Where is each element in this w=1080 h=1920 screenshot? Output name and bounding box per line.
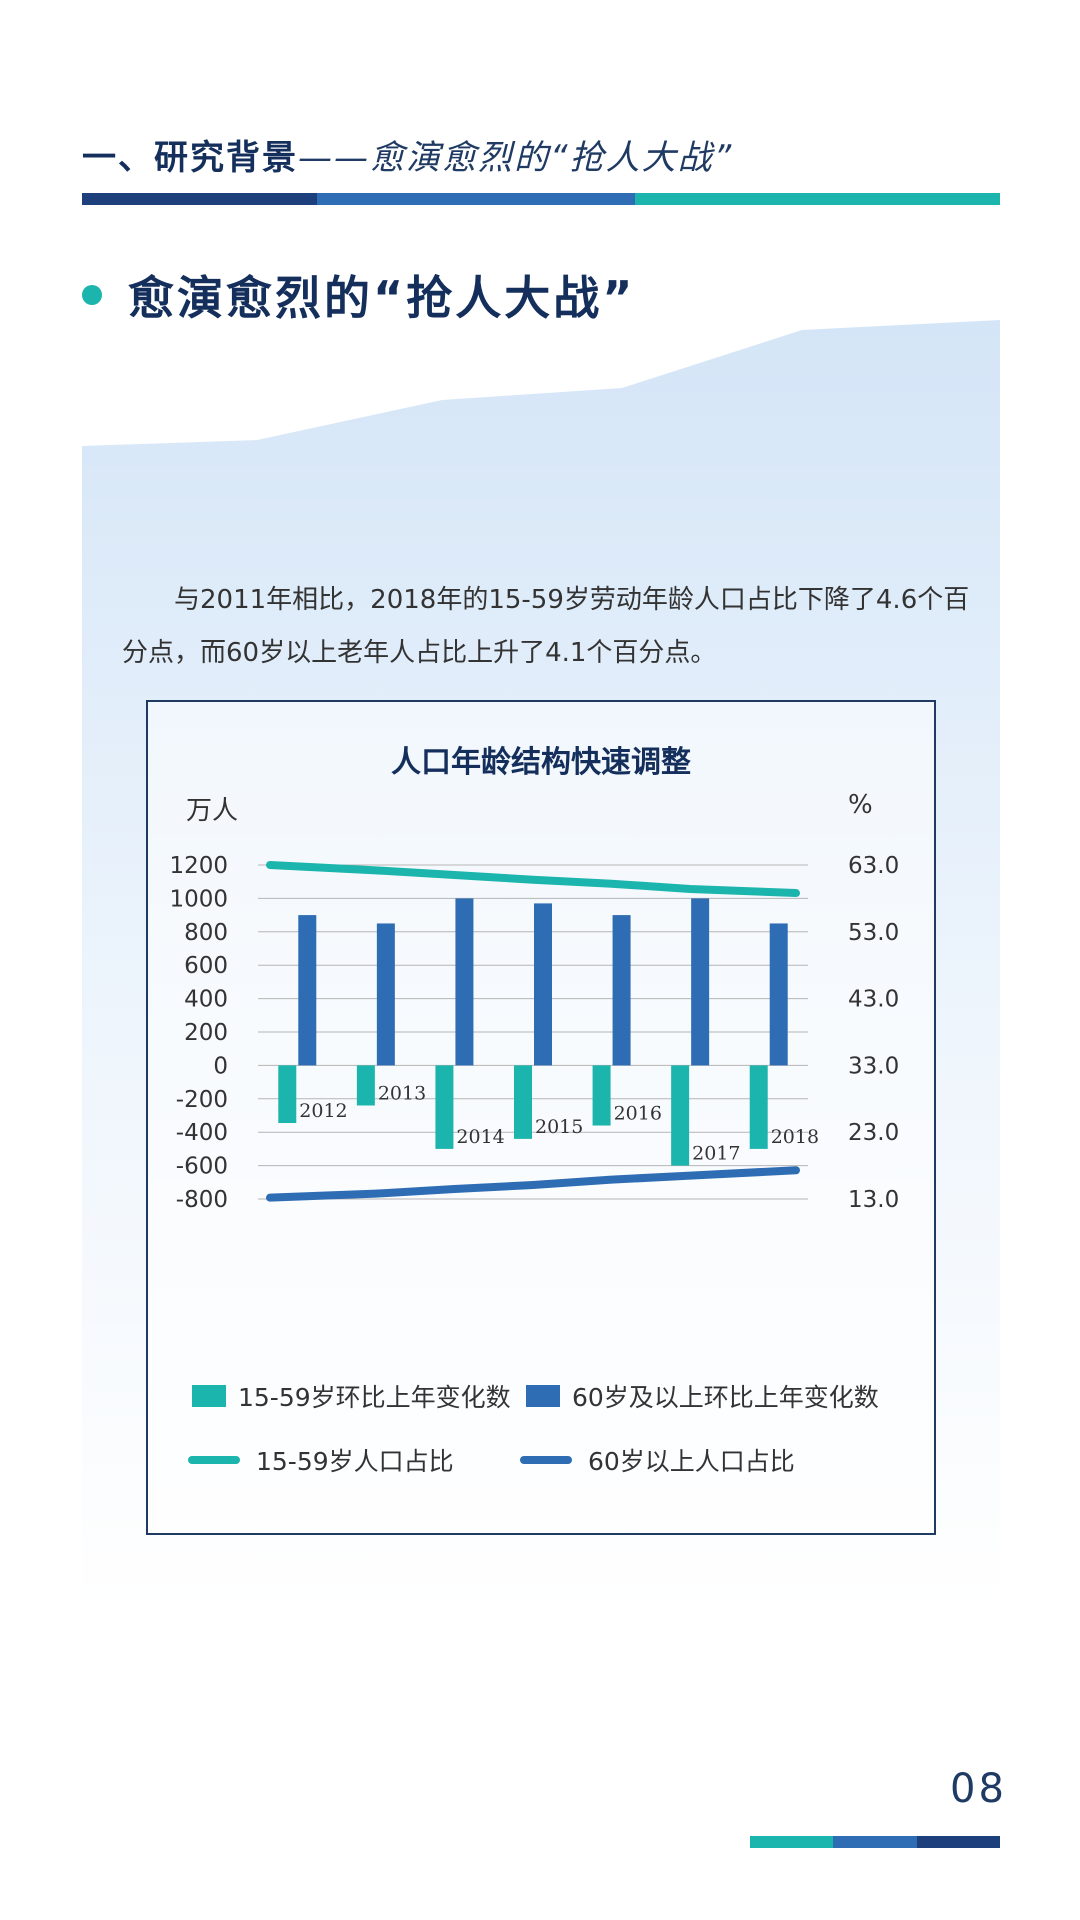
bar-60plus (298, 915, 317, 1066)
left-tick-label: -800 (176, 1187, 228, 1213)
left-tick-label: -200 (176, 1087, 228, 1113)
bar-15-59 (278, 1065, 297, 1124)
footer-color-strip (750, 1836, 1000, 1848)
left-tick-label: -400 (176, 1120, 228, 1146)
chart-title: 人口年龄结构快速调整 (391, 745, 691, 780)
category-label: 2018 (771, 1126, 819, 1148)
right-tick-label: 33.0 (848, 1053, 899, 1079)
right-axis-unit: % (848, 790, 873, 820)
category-label: 2013 (378, 1082, 426, 1104)
line-60plus (266, 1166, 800, 1202)
header-subtitle: ——愈演愈烈的“抢人大战” (298, 138, 734, 178)
legend-label: 15-59岁人口占比 (256, 1447, 454, 1476)
legend-swatch-blue-line (520, 1456, 572, 1464)
legend-swatch-blue-bar (526, 1385, 560, 1407)
category-label: 2014 (456, 1126, 504, 1148)
bar-60plus (534, 903, 552, 1066)
strip-blue (317, 193, 636, 205)
legend-item-bar-60plus: 60岁及以上环比上年变化数 (526, 1378, 879, 1414)
footer-strip-blue (833, 1836, 917, 1848)
left-tick-label: 600 (184, 953, 228, 979)
left-tick-label: 400 (184, 987, 228, 1013)
bar-60plus (691, 898, 710, 1066)
bar-60plus (376, 923, 395, 1066)
section-title: 愈演愈烈的“抢人大战” (82, 262, 635, 328)
bullet-dot-icon (82, 285, 102, 305)
legend-label: 15-59岁环比上年变化数 (238, 1383, 511, 1412)
legend-item-line-15-59: 15-59岁人口占比 (188, 1442, 454, 1478)
legend-swatch-teal-line (188, 1456, 240, 1464)
right-tick-label: 23.0 (848, 1120, 899, 1146)
legend-item-bar-15-59: 15-59岁环比上年变化数 (192, 1378, 511, 1414)
page-number: 08 (950, 1766, 1007, 1812)
category-label: 2015 (535, 1116, 583, 1138)
header-color-strip (82, 193, 1000, 205)
bar-15-59 (749, 1065, 768, 1149)
legend-label: 60岁及以上环比上年变化数 (572, 1383, 879, 1412)
legend-swatch-teal-bar (192, 1385, 226, 1407)
chart-container: 人口年龄结构快速调整 万人 % 1200 1000 800 600 400 200 0 -20… (146, 700, 936, 1535)
left-tick-label: 0 (213, 1053, 228, 1079)
section-title-text: 愈演愈烈的“抢人大战” (128, 271, 636, 325)
category-label: 2017 (692, 1143, 740, 1165)
header-title: 一、研究背景 (82, 138, 298, 178)
right-tick-label: 13.0 (848, 1187, 899, 1213)
bar-60plus (769, 923, 788, 1066)
legend-item-line-60plus: 60岁以上人口占比 (520, 1442, 795, 1478)
bar-15-59 (356, 1065, 375, 1106)
category-label: 2012 (299, 1100, 347, 1122)
footer-strip-navy (916, 1836, 1000, 1848)
chart-plot: 1200 1000 800 600 400 200 0 -200 -400 -600 -800 63.… (169, 853, 899, 1213)
footer-strip-teal (750, 1836, 834, 1848)
bar-60plus (455, 898, 474, 1066)
page-header: 一、研究背景——愈演愈烈的“抢人大战” (82, 130, 733, 179)
summary-paragraph: 与2011年相比，2018年的15-59岁劳动年龄人口占比下降了4.6个百分点，… (122, 585, 970, 668)
legend-label: 60岁以上人口占比 (588, 1447, 795, 1476)
left-axis-unit: 万人 (186, 796, 239, 826)
right-tick-label: 63.0 (848, 853, 899, 879)
right-tick-label: 53.0 (848, 920, 899, 946)
bar-60plus (612, 915, 631, 1066)
bar-15-59 (671, 1065, 690, 1166)
strip-teal (635, 193, 1000, 205)
left-tick-label: 1200 (169, 853, 228, 879)
left-tick-label: 800 (184, 920, 228, 946)
left-tick-label: 1000 (169, 886, 228, 912)
left-tick-label: 200 (184, 1020, 228, 1046)
line-15-59 (266, 861, 800, 898)
bar-15-59 (514, 1065, 532, 1139)
bar-15-59 (592, 1065, 611, 1126)
right-tick-label: 43.0 (848, 987, 899, 1013)
left-tick-label: -600 (176, 1154, 228, 1180)
strip-navy (82, 193, 318, 205)
category-label: 2016 (614, 1103, 662, 1125)
bar-15-59 (435, 1065, 454, 1149)
